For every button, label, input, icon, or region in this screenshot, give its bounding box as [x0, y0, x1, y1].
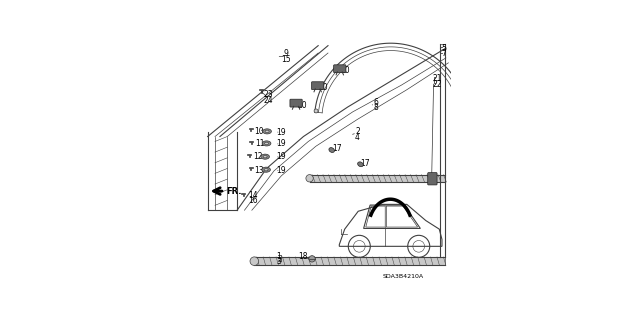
Ellipse shape — [265, 130, 269, 133]
Text: 17: 17 — [360, 159, 370, 168]
Text: 21: 21 — [433, 74, 442, 83]
Text: 11: 11 — [256, 139, 265, 148]
Circle shape — [250, 257, 259, 265]
Text: 24: 24 — [263, 96, 273, 105]
Ellipse shape — [263, 129, 271, 134]
Text: 6: 6 — [374, 98, 378, 107]
Polygon shape — [248, 154, 252, 157]
Text: 19: 19 — [276, 152, 286, 161]
Ellipse shape — [262, 167, 271, 172]
Circle shape — [306, 174, 313, 182]
Ellipse shape — [358, 162, 364, 167]
Text: 15: 15 — [282, 55, 291, 64]
Polygon shape — [310, 174, 445, 182]
Polygon shape — [249, 167, 253, 170]
FancyBboxPatch shape — [312, 82, 324, 90]
Text: FR.: FR. — [226, 187, 241, 196]
Text: 7: 7 — [441, 49, 446, 58]
Text: 5: 5 — [441, 44, 446, 53]
Polygon shape — [241, 193, 245, 196]
Polygon shape — [254, 257, 445, 265]
Polygon shape — [259, 90, 263, 93]
Text: 4: 4 — [355, 132, 360, 142]
Text: 17: 17 — [332, 144, 342, 153]
FancyBboxPatch shape — [428, 173, 437, 185]
Text: 10: 10 — [255, 127, 264, 136]
Polygon shape — [249, 128, 253, 131]
Ellipse shape — [263, 155, 267, 158]
Ellipse shape — [264, 142, 269, 145]
Text: 20: 20 — [340, 66, 350, 75]
Text: 2: 2 — [355, 127, 360, 136]
FancyBboxPatch shape — [290, 99, 302, 107]
Text: SDA3B4210A: SDA3B4210A — [382, 273, 424, 278]
Text: 20: 20 — [318, 83, 328, 92]
Ellipse shape — [262, 141, 271, 146]
Text: 19: 19 — [276, 139, 286, 148]
Text: 19: 19 — [276, 166, 286, 175]
Text: 14: 14 — [248, 191, 258, 200]
Text: 23: 23 — [263, 90, 273, 99]
Circle shape — [309, 256, 316, 262]
Text: 13: 13 — [255, 166, 264, 175]
Text: 16: 16 — [248, 197, 258, 205]
Text: 18: 18 — [299, 252, 308, 261]
Text: 8: 8 — [374, 103, 378, 112]
FancyBboxPatch shape — [333, 65, 346, 73]
Ellipse shape — [264, 168, 268, 171]
Ellipse shape — [329, 148, 335, 152]
Text: 19: 19 — [276, 128, 286, 137]
Text: 3: 3 — [276, 257, 281, 266]
Circle shape — [314, 109, 318, 113]
Text: 1: 1 — [276, 252, 281, 261]
Text: 9: 9 — [284, 48, 289, 57]
Ellipse shape — [260, 154, 269, 159]
Polygon shape — [250, 141, 253, 144]
Text: 12: 12 — [253, 152, 263, 161]
Text: 22: 22 — [433, 80, 442, 89]
Text: 20: 20 — [298, 100, 307, 110]
